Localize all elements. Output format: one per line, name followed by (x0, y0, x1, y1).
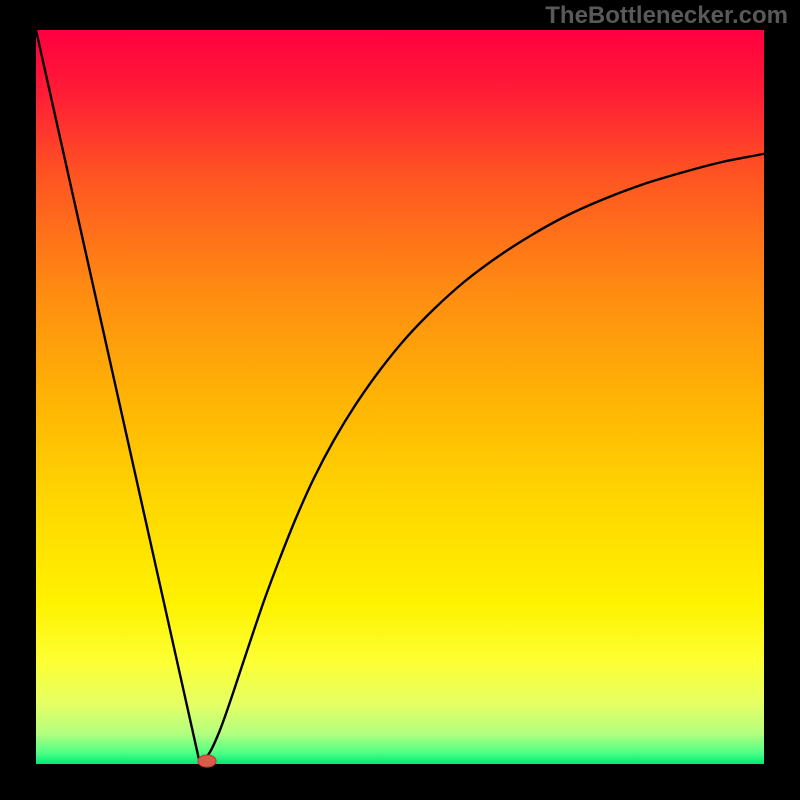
chart-svg (0, 0, 800, 800)
optimal-point-marker (198, 755, 216, 767)
chart-container: TheBottlenecker.com (0, 0, 800, 800)
watermark-text: TheBottlenecker.com (545, 2, 788, 30)
plot-gradient-background (36, 30, 764, 764)
